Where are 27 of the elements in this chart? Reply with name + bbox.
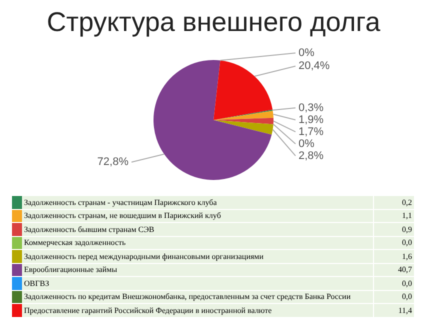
data-label: 20,4% bbox=[298, 60, 330, 72]
legend-label: Задолженность перед международными финансовыми организациями bbox=[22, 250, 374, 263]
chart-title: Структура внешнего долга bbox=[46, 6, 382, 39]
text: 0% bbox=[298, 138, 314, 150]
data-label: 1,9% bbox=[298, 114, 324, 126]
text: 40,7 bbox=[374, 263, 414, 276]
legend-label: Задолженность странам - участницам Парижского клуба bbox=[22, 196, 374, 209]
legend-label: ОВГВЗ bbox=[22, 276, 374, 290]
legend-label: Задолженность бывшим странам СЭВ bbox=[22, 222, 374, 236]
data-label: 72,8% bbox=[97, 156, 129, 168]
text: 11,4 bbox=[374, 304, 414, 317]
text: 1,6 bbox=[374, 250, 414, 263]
text: 0,0 bbox=[374, 236, 414, 250]
text: 0% bbox=[298, 47, 314, 60]
data-label: 2,8% bbox=[298, 150, 324, 162]
text: 0,9 bbox=[374, 222, 414, 236]
text: 0,0 bbox=[374, 290, 414, 304]
text: 1,1 bbox=[374, 209, 414, 222]
text: 0,0 bbox=[374, 276, 414, 290]
legend-label: Задолженность странам, не вошедшим в Парижский клуб bbox=[22, 209, 374, 222]
legend-label: Предоставление гарантий Российской Федерации в иностранной валюте bbox=[22, 304, 374, 317]
data-label: 1,7% bbox=[298, 126, 324, 138]
text: 0,2 bbox=[374, 196, 414, 209]
legend-label: Коммерческая задолженность bbox=[22, 236, 374, 250]
data-label: 0,3% bbox=[298, 102, 324, 114]
legend-label: Еврооблигационные займы bbox=[22, 263, 374, 276]
legend-label: Задолженность по кредитам Внешэкономбанка, предоставленным за счет средств Банка России bbox=[22, 290, 374, 304]
